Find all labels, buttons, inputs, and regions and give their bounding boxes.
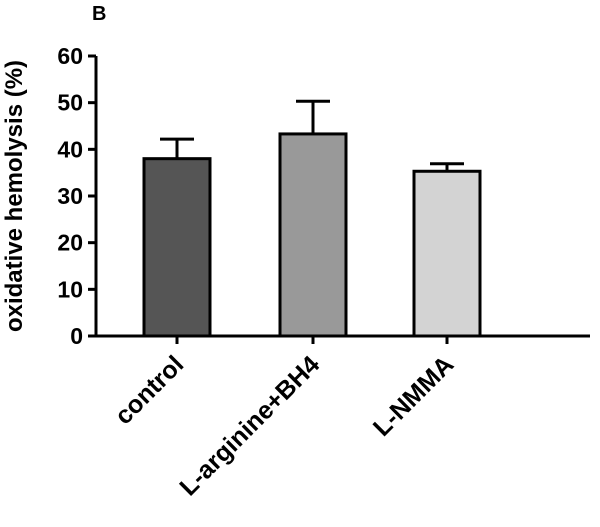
error-bar-3: [430, 162, 464, 172]
x-tick-label: L-arginine+BH4: [174, 350, 325, 501]
bars: [142, 132, 482, 338]
panel-label: B: [92, 3, 106, 25]
x-tick-label: L-NMMA: [368, 350, 459, 441]
y-tick-label: 50: [57, 90, 83, 116]
bar-1: [142, 157, 212, 338]
bar-3: [412, 169, 482, 338]
bar-2: [278, 132, 348, 338]
y-tick-label: 0: [70, 323, 83, 349]
y-ticks: 0 10 20 30 40 50 60: [57, 43, 96, 349]
y-tick-label: 20: [57, 230, 83, 256]
error-bar-1: [160, 137, 194, 159]
error-bar-2: [296, 99, 330, 134]
y-tick-label: 60: [57, 43, 83, 69]
y-tick-label: 40: [57, 136, 83, 162]
y-axis-label: oxidative hemolysis (%): [1, 60, 28, 332]
error-bars: [160, 99, 464, 172]
y-tick-label: 30: [57, 183, 83, 209]
x-tick-label: control: [110, 350, 190, 430]
y-tick-label: 10: [57, 276, 83, 302]
